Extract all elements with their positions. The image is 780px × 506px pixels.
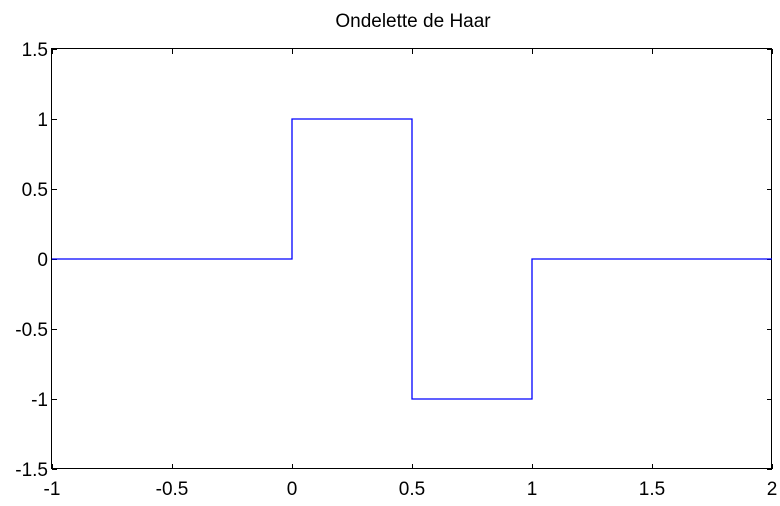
y-tick-label: 1 bbox=[37, 110, 48, 131]
y-tick-label: 1.5 bbox=[22, 40, 48, 61]
x-tick-label: 0.5 bbox=[399, 479, 425, 500]
x-tick-label: -0.5 bbox=[156, 479, 189, 500]
tick-labels-layer: -1 -0.5 0 0.5 1 1.5 2-1.5-1-0.500.511.5 bbox=[15, 40, 777, 500]
y-tick-label: -1 bbox=[31, 390, 48, 411]
x-tick-label: -1 bbox=[44, 479, 61, 500]
x-tick-label: 0 bbox=[287, 479, 298, 500]
chart-title: Ondelette de Haar bbox=[335, 11, 491, 32]
y-tick-label: -0.5 bbox=[15, 320, 48, 341]
y-tick-label: 0.5 bbox=[22, 180, 48, 201]
y-tick-label: -1.5 bbox=[15, 460, 48, 481]
x-tick-label: 1 bbox=[527, 479, 538, 500]
y-tick-label: 0 bbox=[37, 250, 48, 271]
x-tick-label: 2 bbox=[767, 479, 778, 500]
series-layer bbox=[52, 118, 772, 400]
x-tick-label: 1.5 bbox=[639, 479, 665, 500]
series-line bbox=[52, 118, 772, 400]
